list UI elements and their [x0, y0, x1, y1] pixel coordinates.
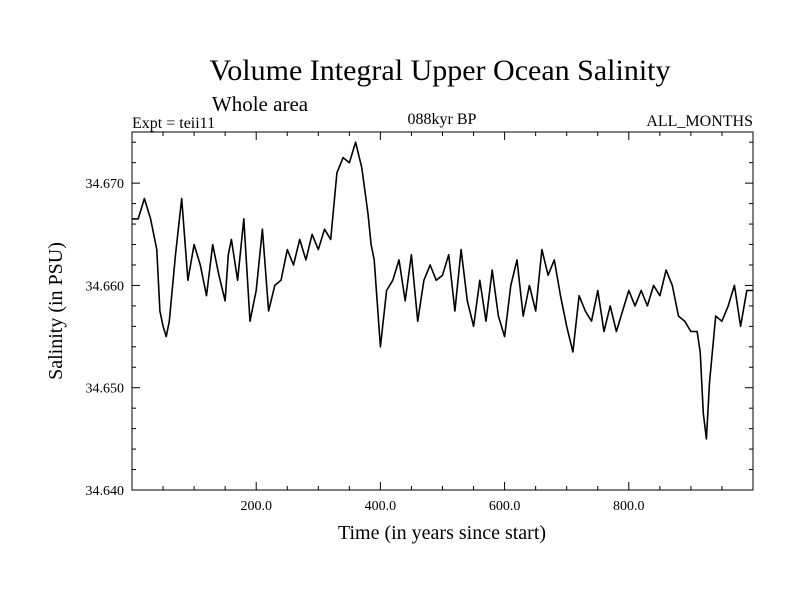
y-axis-label: Salinity (in PSU): [45, 242, 67, 380]
chart-subtitle: Whole area: [212, 92, 309, 116]
chart-title: Volume Integral Upper Ocean Salinity: [210, 54, 671, 87]
y-axis-ticks: 34.640 34.650 34.660 34.670: [86, 141, 753, 499]
period-label: 088kyr BP: [408, 111, 477, 128]
y-tick-label: 34.640: [86, 484, 125, 499]
x-tick-label: 200.0: [240, 499, 272, 514]
x-tick-label: 400.0: [365, 499, 397, 514]
x-tick-label: 600.0: [489, 499, 521, 514]
x-axis-label: Time (in years since start): [338, 522, 546, 544]
y-tick-label: 34.660: [86, 279, 125, 294]
plot-frame: [131, 131, 754, 491]
y-tick-label: 34.650: [86, 382, 125, 397]
experiment-label: Expt = teii11: [132, 115, 215, 132]
months-label: ALL_MONTHS: [646, 113, 753, 130]
series-layer: [132, 141, 753, 440]
x-tick-label: 800.0: [613, 499, 645, 514]
salinity-series-line: [132, 141, 753, 440]
y-tick-label: 34.670: [86, 177, 125, 192]
x-axis-ticks: 200.0 400.0 600.0 800.0: [162, 132, 723, 514]
